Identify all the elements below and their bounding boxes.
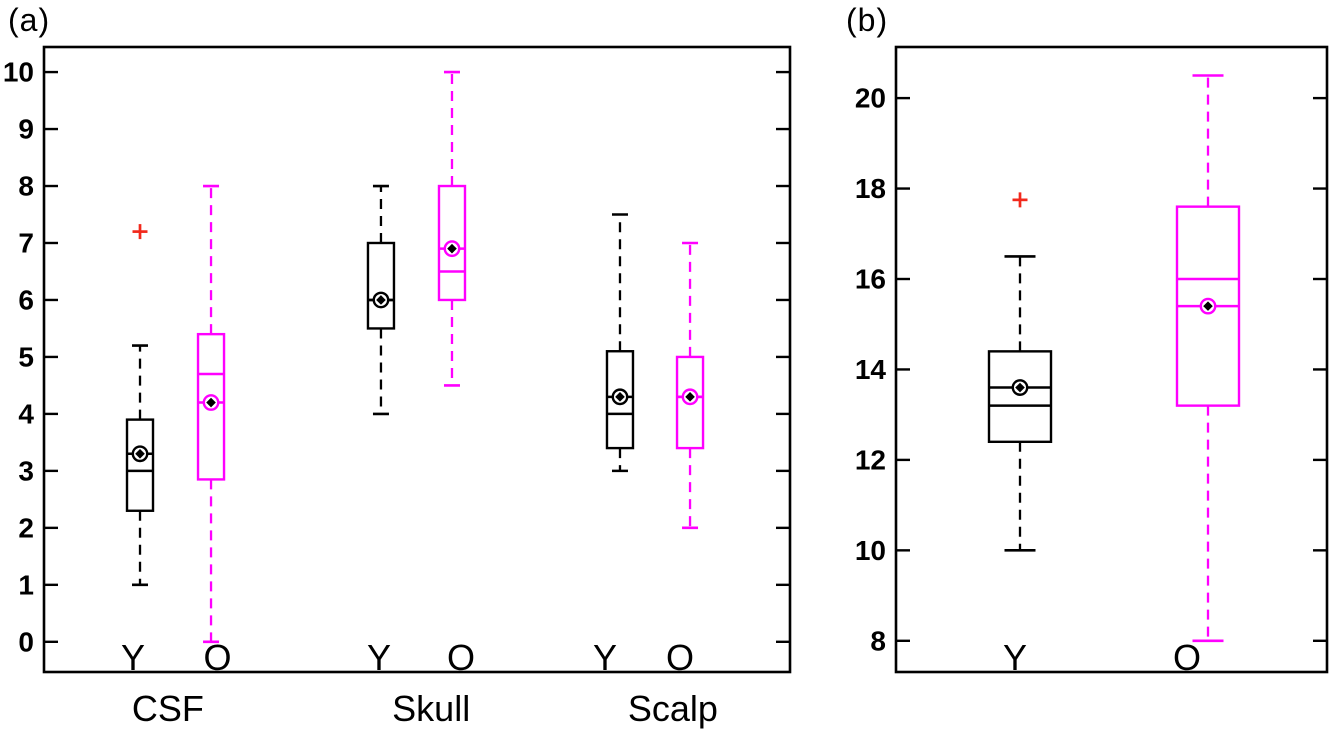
mean-marker-diamond (206, 397, 216, 408)
box-a-Scalp-O (675, 241, 705, 530)
box-b-O (1175, 74, 1241, 643)
mean-marker-diamond (685, 392, 695, 402)
group-label-Skull: Skull (392, 688, 470, 729)
y-tick-label-b: 10 (855, 535, 886, 566)
box-rect (196, 332, 226, 481)
y-tick-label-b: 14 (855, 354, 887, 385)
box-a-Skull-Y (366, 184, 396, 416)
y-tick-label-a: 0 (18, 626, 34, 657)
mean-marker-diamond (1015, 382, 1025, 393)
box-a-Skull-O (437, 70, 467, 387)
category-label-a-O: O (447, 637, 475, 678)
y-tick-label-a: 6 (18, 284, 34, 315)
box-b-Y (987, 192, 1053, 552)
y-tick-label-a: 7 (18, 227, 34, 258)
box-rect (125, 418, 155, 512)
box-a-CSF-O (196, 184, 226, 644)
axes-frame-b (894, 45, 1329, 674)
box-rect (366, 241, 396, 330)
y-tick-label-a: 9 (18, 114, 34, 145)
box-a-Scalp-Y (605, 213, 635, 473)
axes-frame-a (42, 45, 792, 674)
y-tick-label-a: 4 (18, 398, 34, 429)
panel-b-label: (b) (846, 2, 889, 38)
box-rect (987, 350, 1053, 444)
mean-marker-diamond (376, 295, 386, 305)
category-label-a-O: O (204, 637, 232, 678)
mean-marker-diamond (615, 392, 625, 402)
mean-marker-diamond (447, 243, 457, 254)
y-tick-label-b: 12 (855, 444, 886, 475)
y-tick-label-a: 8 (18, 171, 34, 202)
box-a-CSF-Y (125, 224, 155, 587)
mean-marker-diamond (1203, 301, 1213, 311)
y-tick-label-a: 3 (18, 455, 34, 486)
category-label-a-O: O (666, 637, 694, 678)
category-label-a-Y: Y (367, 637, 391, 678)
y-tick-label-a: 5 (18, 341, 34, 372)
category-label-b-O: O (1173, 637, 1201, 678)
mean-marker-diamond (135, 448, 145, 459)
y-tick-label-b: 18 (855, 173, 886, 204)
y-tick-label-b: 16 (855, 264, 886, 295)
y-tick-label-a: 10 (3, 57, 34, 88)
category-label-a-Y: Y (593, 637, 617, 678)
category-label-a-Y: Y (121, 637, 145, 678)
y-tick-label-b: 8 (870, 625, 886, 656)
panel-a-label: (a) (8, 2, 51, 38)
group-label-CSF: CSF (132, 688, 204, 729)
y-tick-label-a: 2 (18, 512, 34, 543)
y-tick-label-a: 1 (18, 569, 34, 600)
y-tick-label-b: 20 (855, 83, 886, 114)
category-label-b-Y: Y (1003, 637, 1027, 678)
group-label-Scalp: Scalp (628, 688, 718, 729)
